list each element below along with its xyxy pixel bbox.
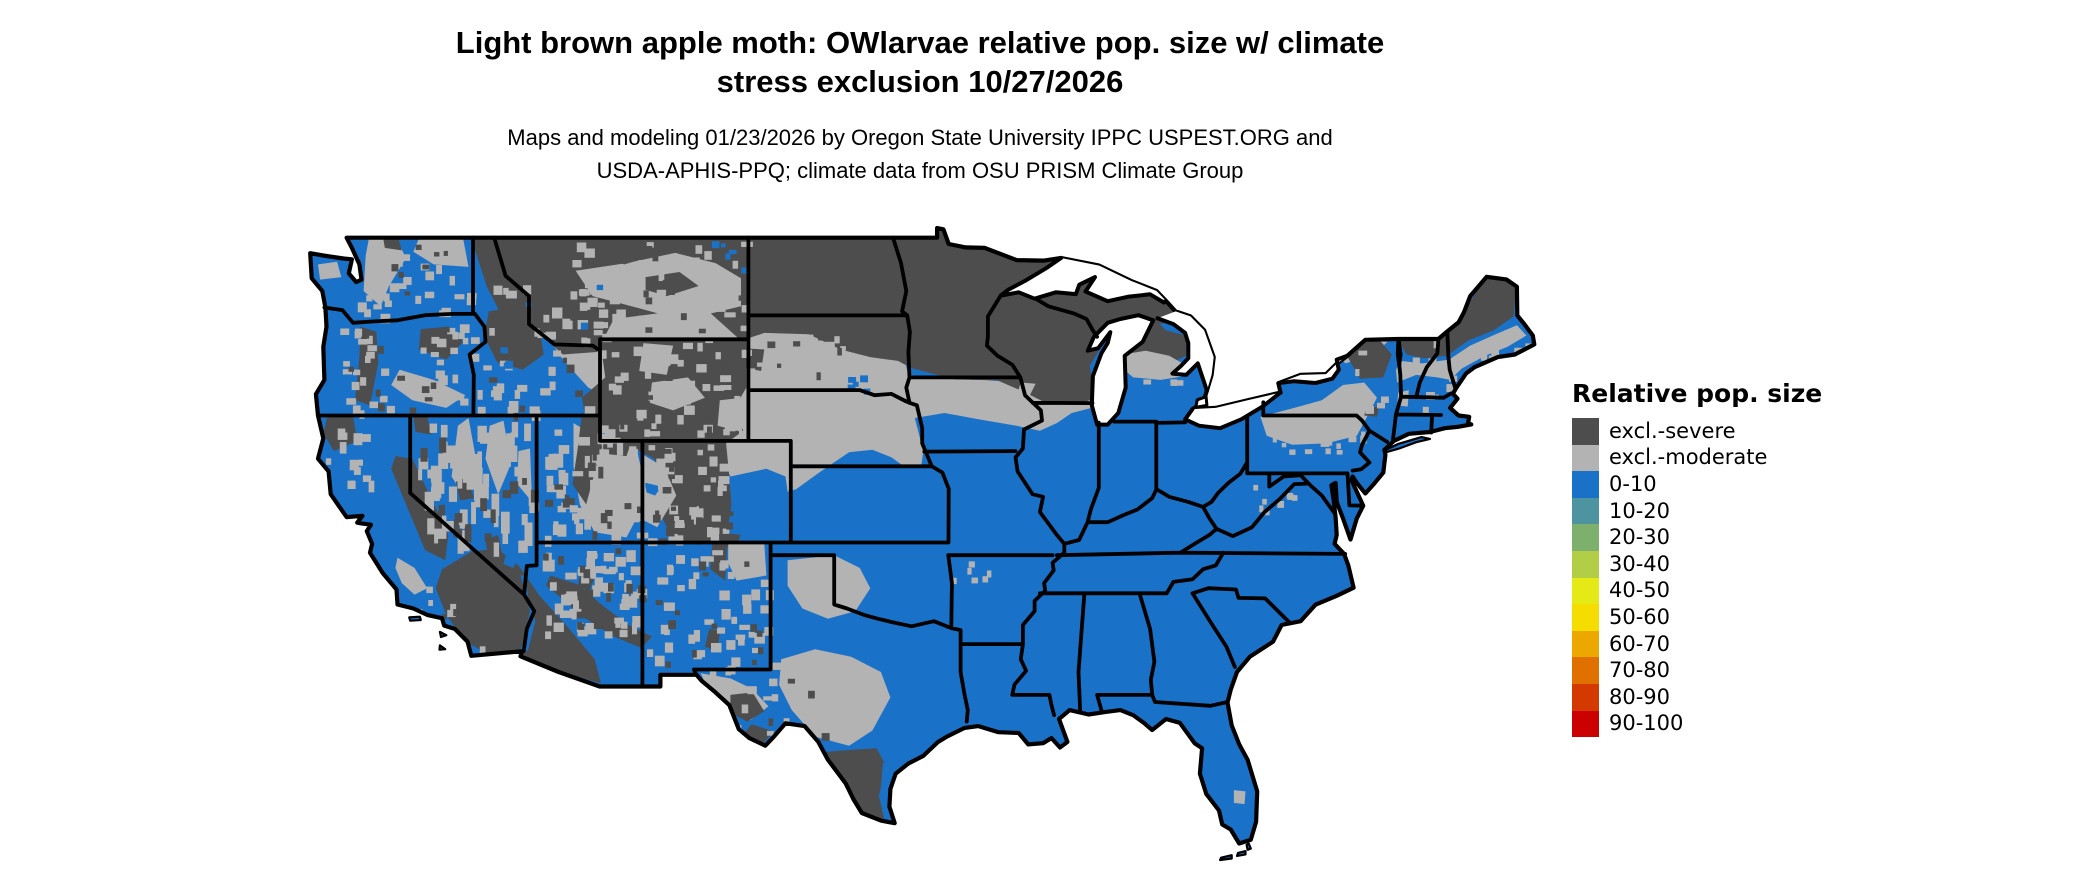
- legend-item-label: 90-100: [1609, 711, 1684, 736]
- legend-item: 80-90: [1572, 683, 1822, 711]
- chart-subtitle-line2: USDA-APHIS-PPQ; climate data from OSU PR…: [596, 158, 1244, 183]
- legend-item-label: 70-80: [1609, 658, 1671, 683]
- legend-item: 30-40: [1572, 550, 1822, 578]
- legend-swatch: [1572, 630, 1599, 658]
- legend-swatch: [1572, 444, 1599, 472]
- legend-title: Relative pop. size: [1572, 379, 1823, 408]
- legend-swatch: [1572, 524, 1599, 551]
- legend-item-label: 0-10: [1609, 471, 1657, 496]
- legend-item-label: excl.-severe: [1609, 418, 1736, 443]
- legend-item: 10-20: [1572, 497, 1822, 525]
- legend-item-label: 20-30: [1609, 525, 1671, 550]
- legend-swatch: [1572, 577, 1599, 605]
- chart-title: Light brown apple moth: OWlarvae relativ…: [250, 23, 1590, 101]
- legend-item: 0-10: [1572, 471, 1822, 498]
- legend-item-label: 40-50: [1609, 578, 1671, 603]
- legend-item: 90-100: [1572, 710, 1822, 738]
- legend-item-label: 30-40: [1609, 551, 1671, 576]
- legend-item-label: 10-20: [1609, 498, 1671, 523]
- us-choropleth-map: [308, 225, 1537, 862]
- legend-swatch: [1572, 550, 1599, 578]
- legend-item: 20-30: [1572, 524, 1822, 551]
- legend: Relative pop. size excl.-severe excl.-mod…: [1572, 379, 1823, 738]
- legend-swatch: [1572, 657, 1599, 684]
- legend-swatch: [1572, 604, 1599, 631]
- legend-item: 40-50: [1572, 577, 1822, 605]
- legend-swatch: [1572, 683, 1599, 711]
- legend-swatch: [1572, 710, 1599, 738]
- legend-item: 60-70: [1572, 630, 1822, 658]
- legend-item: excl.-moderate: [1572, 444, 1822, 472]
- chart-title-line1: Light brown apple moth: OWlarvae relativ…: [455, 25, 1385, 60]
- chart-subtitle: Maps and modeling 01/23/2026 by Oregon S…: [250, 121, 1590, 187]
- legend-item: excl.-severe: [1572, 418, 1822, 445]
- legend-swatch: [1572, 471, 1599, 498]
- chart-title-line2: stress exclusion 10/27/2026: [716, 64, 1124, 99]
- legend-item: 70-80: [1572, 657, 1822, 684]
- chart-subtitle-line1: Maps and modeling 01/23/2026 by Oregon S…: [507, 125, 1333, 150]
- legend-item-label: excl.-moderate: [1609, 445, 1768, 470]
- legend-item-label: 80-90: [1609, 684, 1671, 709]
- legend-items: excl.-severe excl.-moderate 0-10 10-20 20-30…: [1572, 418, 1822, 738]
- legend-item-label: 50-60: [1609, 604, 1671, 629]
- legend-swatch: [1572, 497, 1599, 525]
- legend-item: 50-60: [1572, 604, 1822, 631]
- legend-item-label: 60-70: [1609, 631, 1671, 656]
- legend-swatch: [1572, 418, 1599, 445]
